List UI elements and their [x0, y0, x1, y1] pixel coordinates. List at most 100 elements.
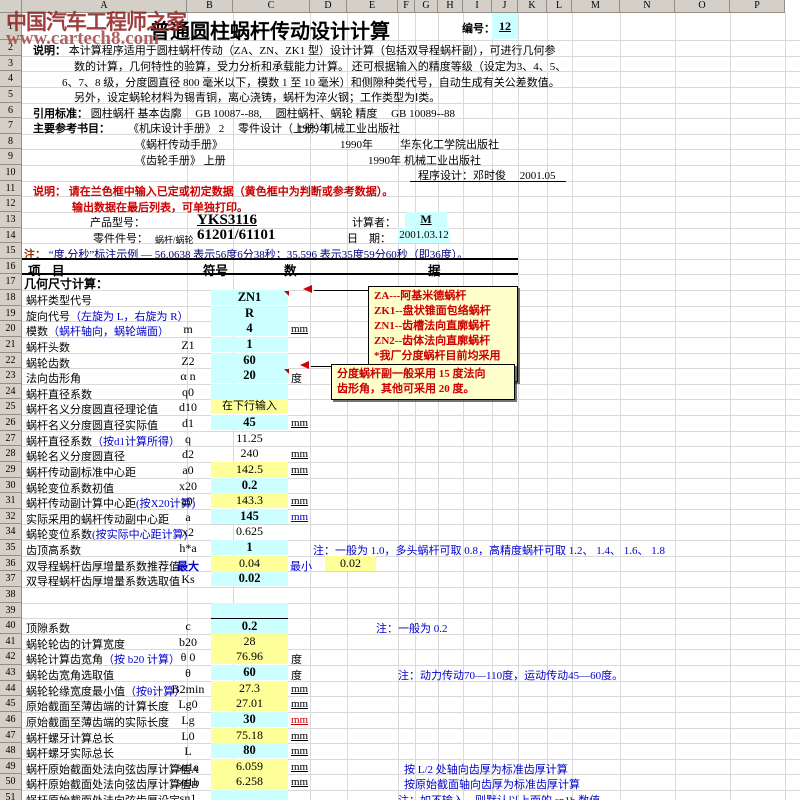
row-header-14[interactable]: 14 [0, 227, 22, 244]
part-value[interactable]: 61201/61101 [197, 227, 276, 243]
row-header-26[interactable]: 26 [0, 415, 22, 431]
row-header-34[interactable]: 34 [0, 524, 22, 540]
serial-value-cell[interactable]: 12 [492, 13, 518, 39]
column-header-I[interactable]: I [463, 0, 492, 13]
row-header-39[interactable]: 39 [0, 602, 22, 619]
row-header-11[interactable]: 11 [0, 180, 22, 197]
value-cell[interactable]: ZN1 [211, 290, 288, 306]
row-label: 蜗杆螺牙计算总长 [26, 732, 114, 745]
value-cell[interactable] [211, 790, 288, 800]
column-header-M[interactable]: M [572, 0, 620, 13]
value-cell[interactable]: 20 [211, 368, 288, 384]
row-header-30[interactable]: 30 [0, 477, 22, 494]
header-corner-cell[interactable] [0, 0, 22, 13]
row-header-19[interactable]: 19 [0, 305, 22, 322]
row-header-48[interactable]: 48 [0, 743, 22, 759]
value-cell[interactable]: 0.2 [211, 477, 288, 493]
column-header-A[interactable]: A [22, 0, 187, 13]
column-header-B[interactable]: B [187, 0, 233, 13]
column-header-C[interactable]: C [233, 0, 310, 13]
column-header-N[interactable]: N [620, 0, 675, 13]
row-header-28[interactable]: 28 [0, 446, 22, 462]
value-cell[interactable] [211, 383, 288, 399]
value-cell[interactable]: 1 [211, 540, 288, 556]
row-header-43[interactable]: 43 [0, 665, 22, 681]
row-header-18[interactable]: 18 [0, 290, 22, 306]
column-header-K[interactable]: K [518, 0, 547, 13]
column-header-D[interactable]: D [310, 0, 347, 13]
row-header-24[interactable]: 24 [0, 383, 22, 400]
value-cell[interactable]: R [211, 305, 288, 321]
row-header-8[interactable]: 8 [0, 133, 22, 150]
row-header-22[interactable]: 22 [0, 352, 22, 369]
row-header-2[interactable]: 2 [0, 40, 22, 56]
row-header-23[interactable]: 23 [0, 368, 22, 384]
row-header-35[interactable]: 35 [0, 540, 22, 556]
value-cell: 142.5 [211, 461, 288, 477]
date-value-cell[interactable]: 2001.03.12 [398, 228, 450, 243]
row-header-20[interactable]: 20 [0, 321, 22, 337]
row-header-17[interactable]: 17 [0, 274, 22, 290]
row-header-27[interactable]: 27 [0, 430, 22, 447]
value-cell[interactable]: 60 [211, 352, 288, 368]
row-header-29[interactable]: 29 [0, 461, 22, 478]
row-label: 齿顶高系数 [26, 545, 81, 557]
row-header-9[interactable]: 9 [0, 149, 22, 165]
value-cell[interactable]: 1 [211, 336, 288, 352]
value-cell[interactable]: 0.02 [211, 571, 288, 587]
value-cell[interactable]: 30 [211, 711, 288, 727]
row-header-21[interactable]: 21 [0, 336, 22, 353]
value-cell[interactable]: 45 [211, 415, 288, 431]
intro-line-4: 另外，设定蜗轮材料为锡青铜，离心浇铸，蜗杆为淬火钢；工作类型为Ⅰ类。 [74, 92, 441, 104]
symbol-cell: d1 [182, 416, 194, 430]
value-cell[interactable] [211, 602, 288, 618]
column-header-H[interactable]: H [438, 0, 463, 13]
row-header-15[interactable]: 15 [0, 243, 22, 259]
value-cell[interactable]: 4 [211, 321, 288, 337]
row-header-45[interactable]: 45 [0, 696, 22, 712]
row-header-41[interactable]: 41 [0, 633, 22, 650]
row-header-38[interactable]: 38 [0, 586, 22, 603]
row-header-6[interactable]: 6 [0, 102, 22, 119]
row-header-12[interactable]: 12 [0, 196, 22, 212]
row-header-46[interactable]: 46 [0, 711, 22, 728]
column-header-G[interactable]: G [415, 0, 438, 13]
row-header-1[interactable]: 1 [0, 13, 22, 40]
row-header-44[interactable]: 44 [0, 680, 22, 697]
column-header-P[interactable]: P [730, 0, 785, 13]
row-header-50[interactable]: 50 [0, 774, 22, 790]
row-header-49[interactable]: 49 [0, 758, 22, 775]
column-header-F[interactable]: F [398, 0, 415, 13]
value-cell: 27.3 [211, 680, 288, 696]
row-header-42[interactable]: 42 [0, 649, 22, 665]
value-cell[interactable]: 145 [211, 508, 288, 524]
row-header-36[interactable]: 36 [0, 555, 22, 572]
row-header-5[interactable]: 5 [0, 86, 22, 103]
row-header-31[interactable]: 31 [0, 493, 22, 509]
row-header-16[interactable]: 16 [0, 258, 22, 275]
gridline-h [22, 40, 800, 41]
column-header-J[interactable]: J [492, 0, 518, 13]
column-header-E[interactable]: E [347, 0, 398, 13]
column-header-L[interactable]: L [547, 0, 572, 13]
comment-text-line: ZA---阿基米德蜗杆 [374, 290, 467, 302]
value-cell[interactable]: 60 [211, 665, 288, 681]
value-cell[interactable]: 0.2 [211, 618, 288, 635]
product-value[interactable]: YKS3116 [197, 212, 258, 228]
calculator-value-cell[interactable]: M [405, 212, 447, 227]
column-header-O[interactable]: O [675, 0, 730, 13]
row-header-10[interactable]: 10 [0, 165, 22, 181]
row-header-47[interactable]: 47 [0, 727, 22, 744]
value-cell[interactable]: 80 [211, 743, 288, 759]
th-data-2: 据 [428, 264, 441, 278]
row-header-4[interactable]: 4 [0, 71, 22, 87]
row-header-25[interactable]: 25 [0, 399, 22, 415]
symbol-cell: d2 [182, 447, 194, 462]
row-header-40[interactable]: 40 [0, 618, 22, 634]
row-header-51[interactable]: 51 [0, 790, 22, 800]
row-header-37[interactable]: 37 [0, 571, 22, 587]
row-header-7[interactable]: 7 [0, 118, 22, 134]
row-header-32[interactable]: 32 [0, 508, 22, 525]
row-header-3[interactable]: 3 [0, 55, 22, 72]
row-header-13[interactable]: 13 [0, 211, 22, 228]
